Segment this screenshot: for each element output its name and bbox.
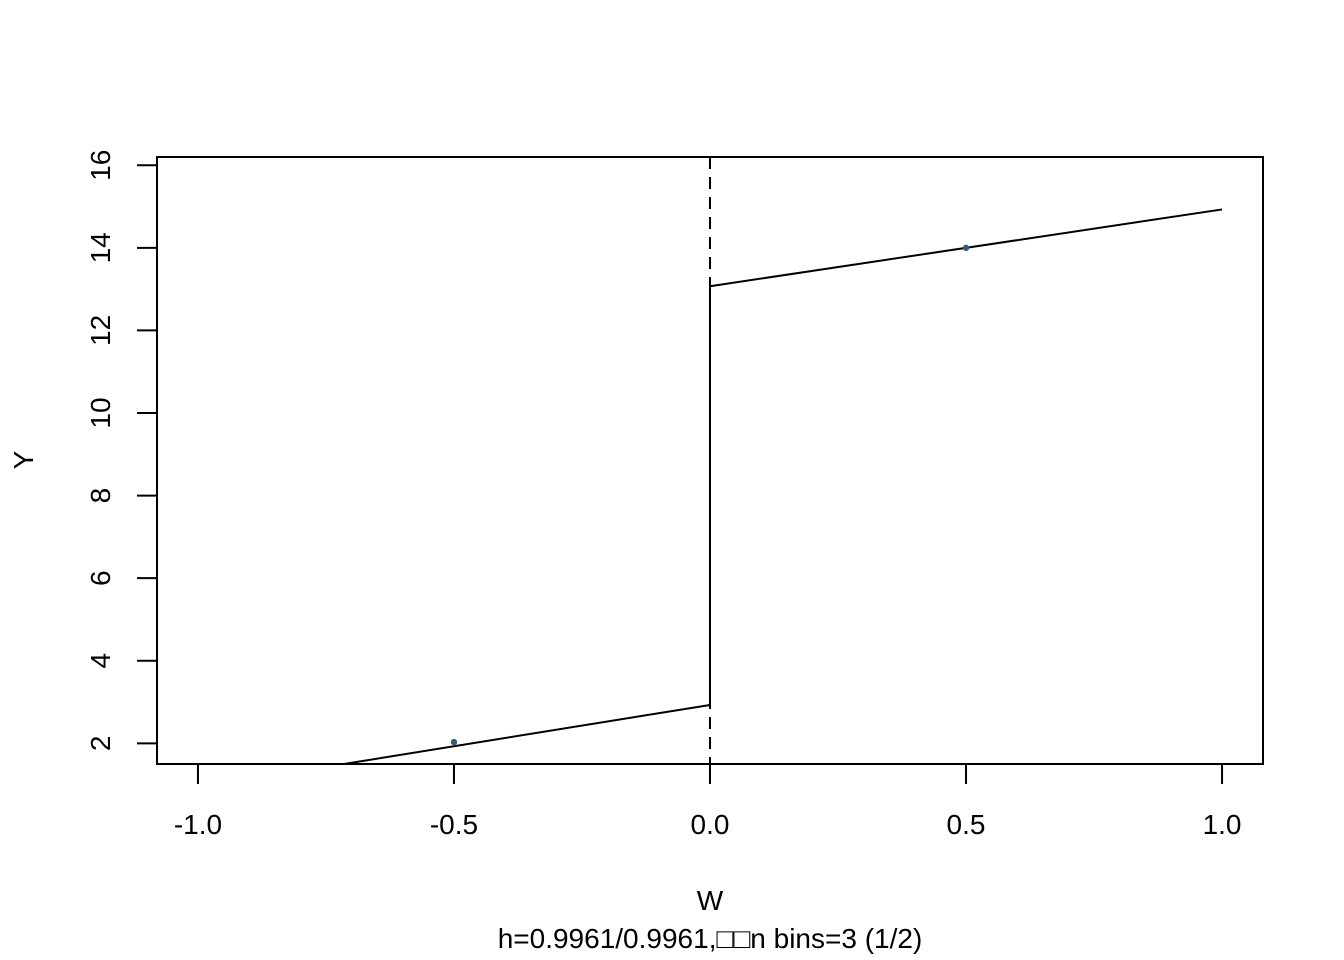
y-tick-label: 14 — [85, 232, 116, 263]
x-tick-label: 0.5 — [947, 809, 986, 840]
y-tick-label: 2 — [85, 736, 116, 752]
chart-subtitle: h=0.9961/0.9961,□□n bins=3 (1/2) — [498, 923, 923, 954]
fit-line-left — [337, 703, 711, 764]
y-tick-label: 8 — [85, 488, 116, 504]
y-tick-label: 10 — [85, 397, 116, 428]
y-tick-label: 16 — [85, 150, 116, 181]
data-point — [962, 244, 970, 252]
y-axis-title: Y — [8, 450, 39, 469]
x-tick-label: 0.0 — [691, 809, 730, 840]
x-axis-title: W — [697, 885, 724, 916]
x-tick-label: 1.0 — [1203, 809, 1242, 840]
x-tick-label: -0.5 — [430, 809, 478, 840]
y-tick-label: 4 — [85, 653, 116, 669]
y-tick-label: 6 — [85, 570, 116, 586]
x-tick-label: -1.0 — [174, 809, 222, 840]
y-tick-label: 12 — [85, 315, 116, 346]
data-point — [450, 738, 458, 746]
y-axis: 2 4 6 8 10 12 14 16 — [85, 150, 158, 752]
x-axis: -1.0 -0.5 0.0 0.5 1.0 — [174, 763, 1242, 840]
